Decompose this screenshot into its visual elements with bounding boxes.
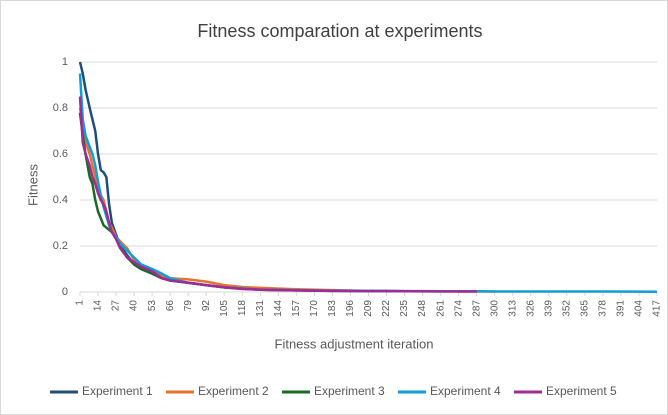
- x-tick-label: 326: [525, 300, 536, 317]
- legend-label: Experiment 3: [314, 384, 385, 398]
- y-tick-label: 0.2: [53, 240, 68, 252]
- x-tick-label: 404: [634, 300, 645, 317]
- x-tick-label: 66: [165, 300, 176, 312]
- x-tick-label: 157: [291, 300, 302, 317]
- x-tick-label: 248: [417, 300, 428, 317]
- y-tick-label: 0.4: [53, 194, 68, 206]
- x-tick-label: 313: [507, 300, 518, 317]
- legend-label: Experiment 5: [546, 384, 617, 398]
- x-tick-label: 79: [183, 300, 194, 312]
- x-tick-label: 14: [93, 300, 104, 312]
- x-tick-label: 339: [543, 300, 554, 317]
- x-tick-label: 118: [237, 300, 248, 316]
- y-tick-label: 0.8: [53, 102, 68, 114]
- x-tick-label: 352: [561, 300, 572, 317]
- x-tick-label: 105: [219, 300, 230, 317]
- x-tick-label: 1: [75, 300, 86, 306]
- x-tick-label: 300: [489, 300, 500, 317]
- y-tick-label: 1: [62, 56, 68, 68]
- x-tick-label: 417: [652, 300, 663, 317]
- x-tick-label: 196: [345, 300, 356, 317]
- x-tick-label: 222: [381, 300, 392, 317]
- x-tick-label: 287: [471, 300, 482, 317]
- y-tick-label: 0.6: [53, 148, 68, 160]
- x-tick-label: 183: [327, 300, 338, 317]
- x-tick-label: 365: [580, 300, 591, 317]
- legend-label: Experiment 4: [430, 384, 501, 398]
- legend-label: Experiment 2: [198, 384, 269, 398]
- x-tick-label: 209: [363, 300, 374, 317]
- x-tick-label: 92: [201, 300, 212, 312]
- x-tick-label: 274: [453, 300, 464, 317]
- x-axis-title: Fitness adjustment iteration: [275, 336, 434, 351]
- x-tick-label: 144: [273, 300, 284, 317]
- x-tick-label: 170: [309, 300, 320, 317]
- x-tick-label: 391: [616, 300, 627, 317]
- x-tick-label: 261: [435, 300, 446, 317]
- x-tick-label: 235: [399, 300, 410, 317]
- x-tick-label: 378: [598, 300, 609, 317]
- y-tick-label: 0: [62, 286, 68, 298]
- y-axis-title: Fitness: [25, 164, 40, 206]
- x-tick-label: 131: [255, 300, 266, 317]
- x-tick-label: 40: [129, 300, 140, 312]
- x-tick-label: 53: [147, 300, 158, 312]
- series-line: [78, 96, 477, 293]
- chart-title: Fitness comparation at experiments: [197, 21, 482, 41]
- x-tick-label: 27: [111, 300, 122, 312]
- legend-label: Experiment 1: [82, 384, 153, 398]
